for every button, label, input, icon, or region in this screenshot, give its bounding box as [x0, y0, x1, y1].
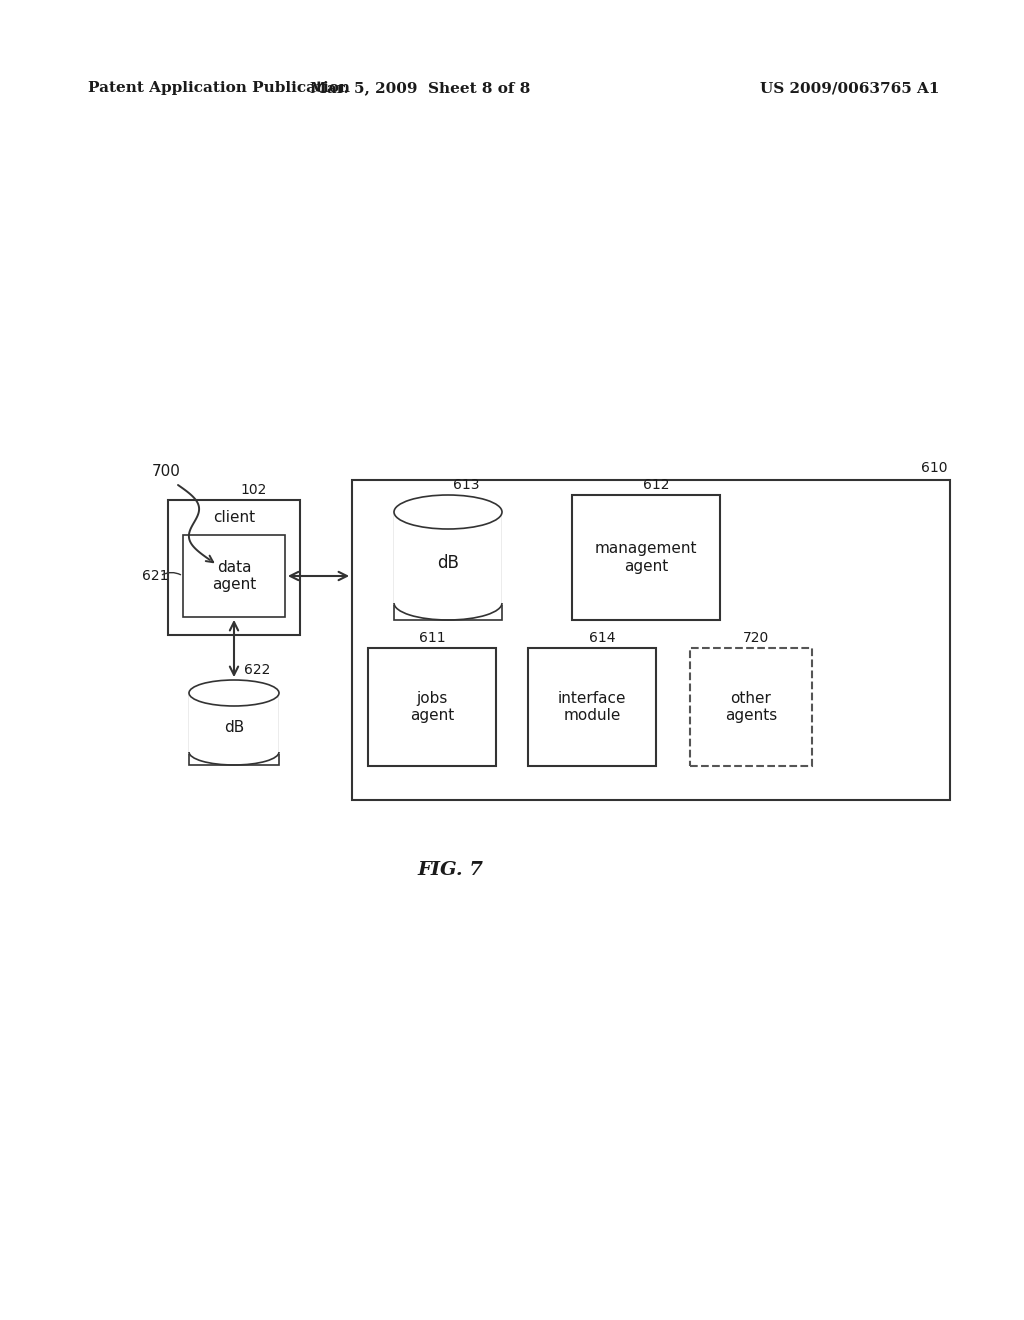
Ellipse shape	[394, 495, 502, 529]
Text: dB: dB	[224, 719, 244, 735]
Text: 102: 102	[241, 483, 267, 498]
Text: 610: 610	[922, 461, 948, 475]
Text: dB: dB	[437, 553, 459, 572]
Bar	[168, 500, 300, 635]
Text: 622: 622	[244, 663, 270, 677]
Text: FIG. 7: FIG. 7	[417, 861, 483, 879]
Bar	[528, 648, 656, 766]
Text: 613: 613	[453, 478, 479, 492]
Text: interface
module: interface module	[558, 690, 627, 723]
Bar	[352, 480, 950, 800]
Text: management
agent: management agent	[595, 541, 697, 574]
Text: US 2009/0063765 A1: US 2009/0063765 A1	[760, 81, 939, 95]
Text: Mar. 5, 2009  Sheet 8 of 8: Mar. 5, 2009 Sheet 8 of 8	[310, 81, 530, 95]
Text: other
agents: other agents	[725, 690, 777, 723]
Bar	[394, 512, 502, 620]
Text: jobs
agent: jobs agent	[410, 690, 454, 723]
Bar	[189, 693, 279, 766]
Text: Patent Application Publication: Patent Application Publication	[88, 81, 350, 95]
Bar	[183, 535, 285, 616]
Bar	[368, 648, 496, 766]
Text: data
agent: data agent	[212, 560, 256, 593]
Text: client: client	[213, 511, 255, 525]
Text: 614: 614	[589, 631, 615, 645]
Text: 700: 700	[152, 465, 181, 479]
Text: 720: 720	[742, 631, 769, 645]
Text: 621: 621	[142, 569, 169, 583]
Text: 611: 611	[419, 631, 445, 645]
Text: 612: 612	[643, 478, 670, 492]
Bar	[572, 495, 720, 620]
Bar	[690, 648, 812, 766]
Ellipse shape	[189, 680, 279, 706]
